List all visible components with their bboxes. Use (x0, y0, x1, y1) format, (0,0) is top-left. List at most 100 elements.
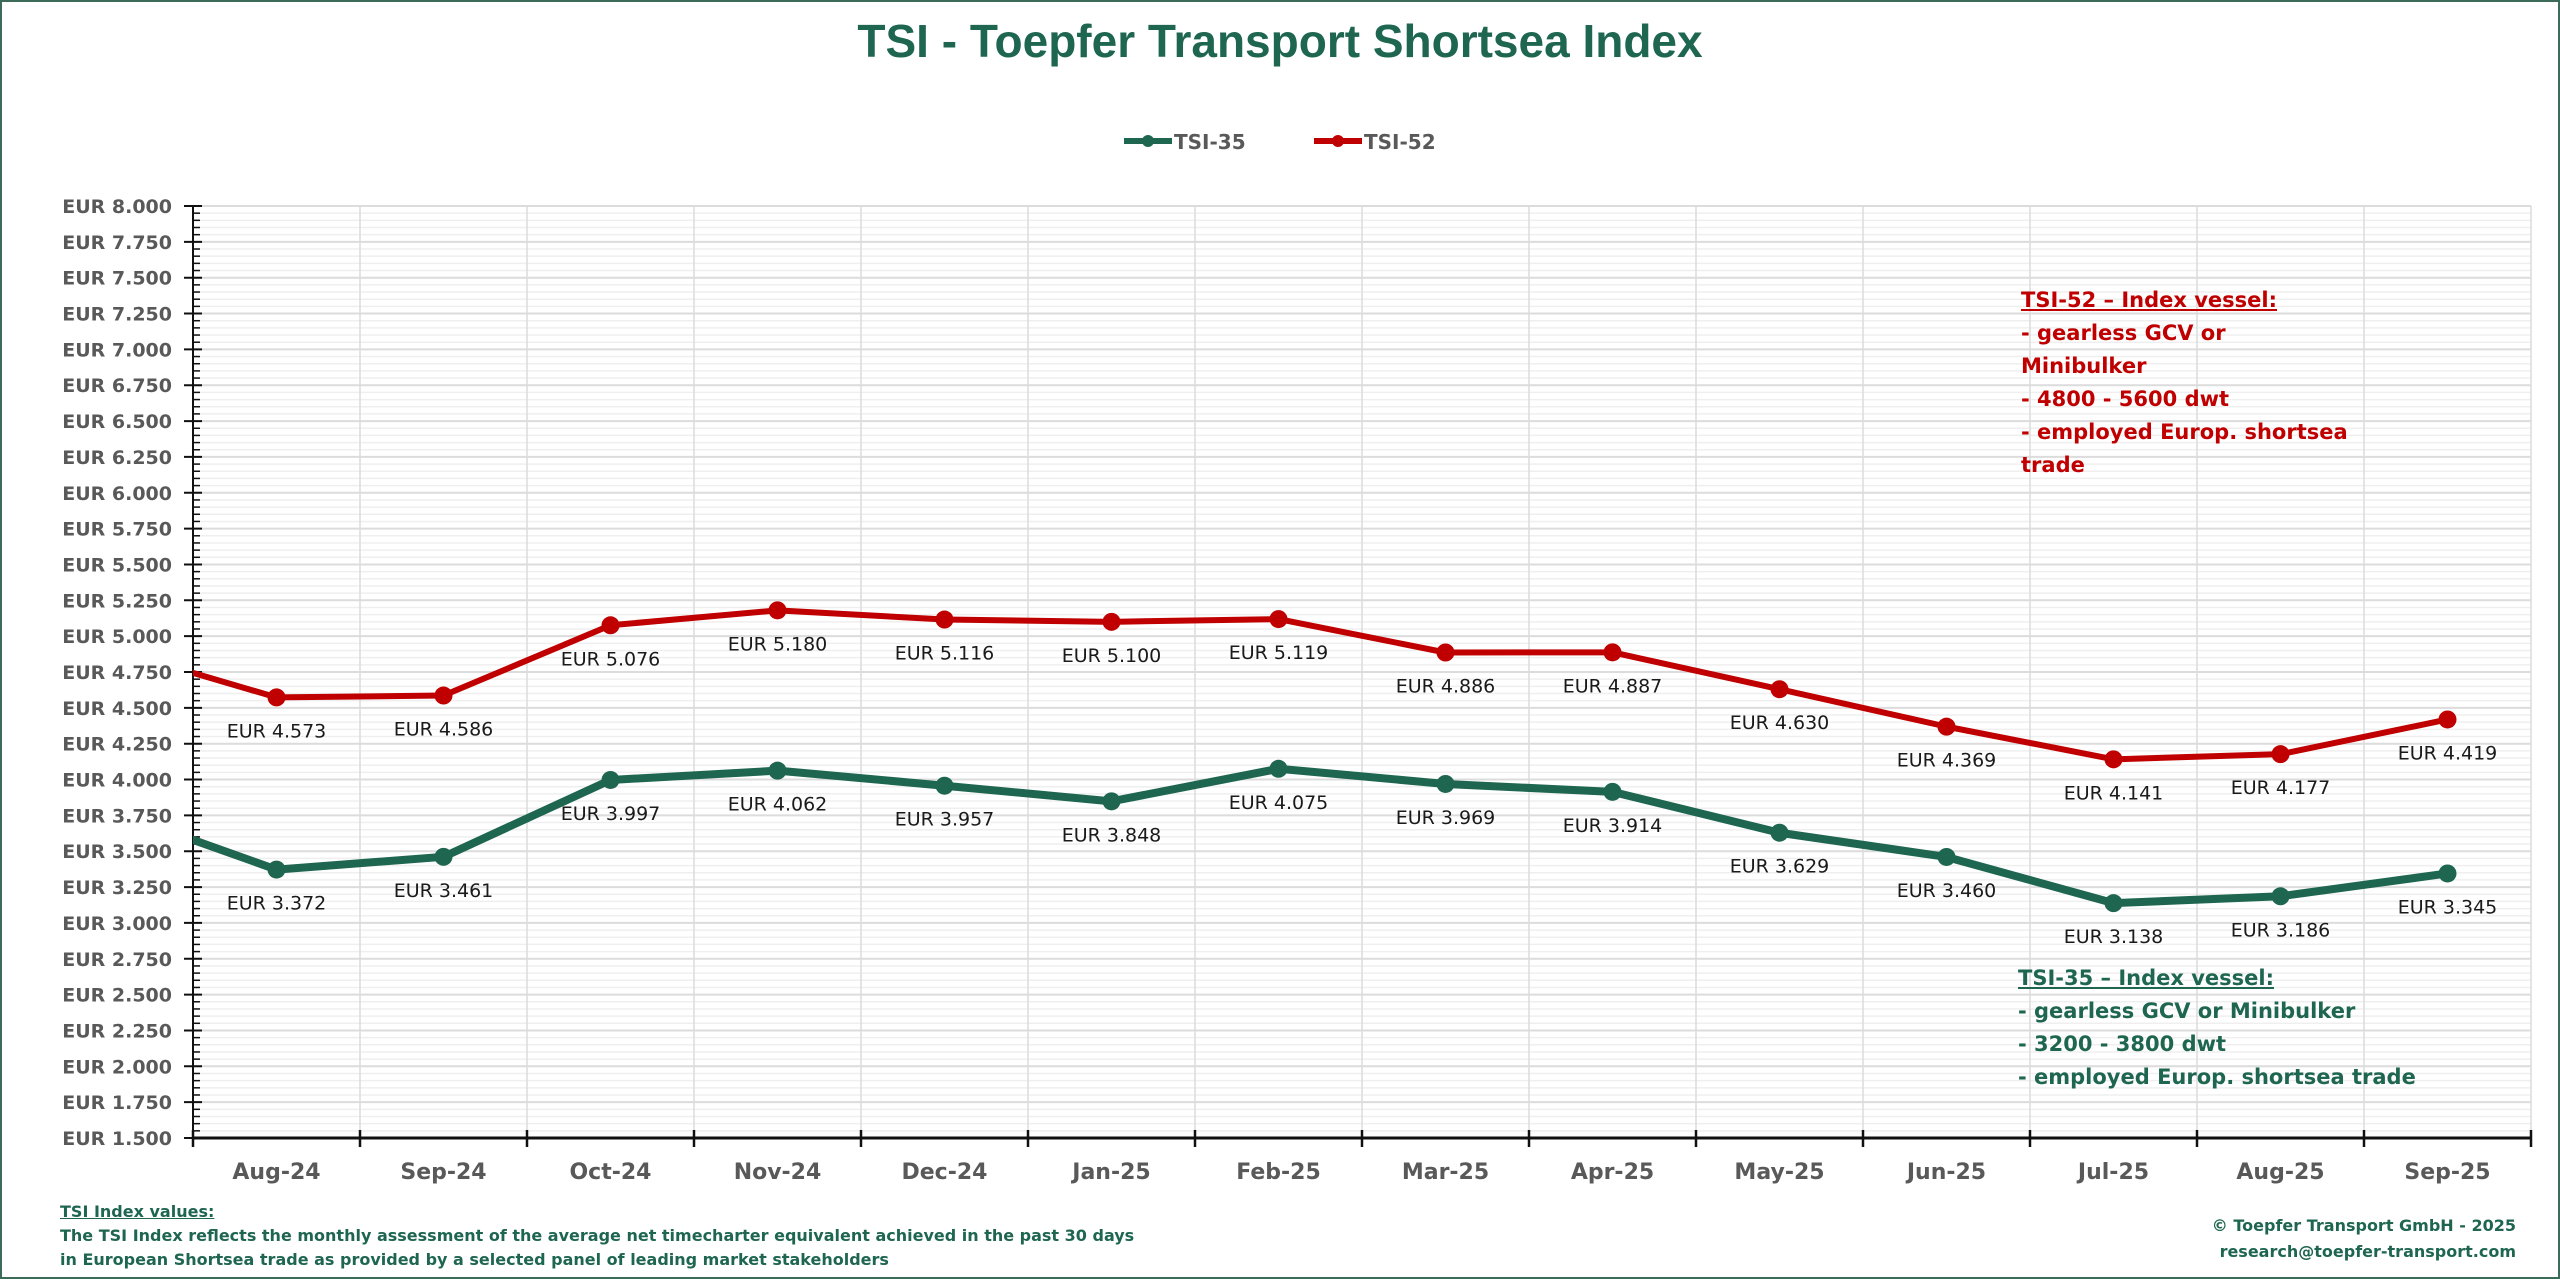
data-point-tsi35 (1603, 782, 1622, 801)
y-tick-label: EUR 1.500 (62, 1128, 172, 1150)
tsi35-annotation-line: - 3200 - 3800 dwt (2018, 1032, 2227, 1056)
y-tick-label: EUR 4.250 (62, 734, 172, 756)
y-tick-label: EUR 7.500 (62, 268, 172, 290)
data-point-tsi52 (1770, 680, 1789, 699)
data-label-tsi35: EUR 3.460 (1897, 880, 1997, 902)
data-point-tsi52 (1269, 610, 1288, 629)
data-point-tsi52 (1603, 643, 1622, 662)
tsi52-annotation-line: - employed Europ. shortsea trade (2021, 420, 2348, 477)
x-tick-label: Sep-24 (400, 1160, 486, 1185)
y-tick-label: EUR 4.750 (62, 662, 172, 684)
y-tick-label: EUR 5.500 (62, 554, 172, 576)
data-label-tsi52: EUR 5.100 (1062, 645, 1162, 667)
contact-email[interactable]: research@toepfer-transport.com (2219, 1242, 2516, 1261)
x-tick-label: Nov-24 (734, 1160, 822, 1185)
data-point-tsi52 (1937, 717, 1956, 736)
y-tick-label: EUR 6.750 (62, 375, 172, 397)
data-point-tsi52 (2271, 745, 2290, 764)
data-point-tsi52 (768, 601, 787, 620)
markers-layer (267, 601, 2457, 913)
data-label-tsi52: EUR 5.076 (561, 648, 661, 670)
y-tick-label: EUR 7.000 (62, 339, 172, 361)
data-label-tsi35: EUR 3.138 (2064, 926, 2164, 948)
y-tick-label: EUR 8.000 (62, 196, 172, 218)
data-point-tsi35 (2271, 887, 2290, 906)
x-tick-label: Jun-25 (1905, 1160, 1986, 1185)
data-point-tsi52 (1102, 612, 1121, 631)
y-tick-label: EUR 6.000 (62, 483, 172, 505)
data-label-tsi52: EUR 4.586 (394, 719, 494, 741)
data-label-tsi52: EUR 4.886 (1396, 675, 1496, 697)
y-tick-label: EUR 6.500 (62, 411, 172, 433)
legend-item-tsi52[interactable]: TSI-52 (1314, 130, 1436, 154)
data-label-tsi35: EUR 3.969 (1396, 807, 1496, 829)
legend-item-tsi35[interactable]: TSI-35 (1124, 130, 1246, 154)
y-tick-label: EUR 2.750 (62, 949, 172, 971)
data-label-tsi35: EUR 3.461 (394, 880, 494, 902)
y-tick-label: EUR 1.750 (62, 1092, 172, 1114)
data-label-tsi35: EUR 4.062 (728, 794, 828, 816)
data-point-tsi35 (1102, 792, 1121, 811)
footnote-line: in European Shortsea trade as provided b… (60, 1250, 889, 1269)
y-tick-label: EUR 5.000 (62, 626, 172, 648)
y-tick-label: EUR 7.750 (62, 232, 172, 254)
y-tick-label: EUR 3.500 (62, 841, 172, 863)
data-point-tsi52 (434, 686, 453, 705)
x-tick-label: Dec-24 (902, 1160, 988, 1185)
data-point-tsi35 (1770, 823, 1789, 842)
x-tick-label: Jul-25 (2076, 1160, 2149, 1185)
data-point-tsi52 (935, 610, 954, 629)
copyright: © Toepfer Transport GmbH - 2025 research… (2212, 1213, 2516, 1265)
data-label-tsi35: EUR 3.914 (1563, 815, 1663, 837)
x-tick-label: Mar-25 (1402, 1160, 1489, 1185)
y-tick-label: EUR 3.000 (62, 913, 172, 935)
axes: EUR 8.000 EUR 7.750 EUR 7.500 EUR 7.250 EUR … (62, 196, 2533, 1185)
y-tick-label: EUR 2.250 (62, 1020, 172, 1042)
copyright-text: © Toepfer Transport GmbH - 2025 (2211, 1216, 2516, 1235)
data-label-tsi35: EUR 3.629 (1730, 856, 1830, 878)
tsi52-annotation-heading: TSI-52 – Index vessel: (2021, 288, 2277, 312)
data-label-tsi52: EUR 4.369 (1897, 750, 1997, 772)
data-label-tsi35: EUR 3.848 (1062, 824, 1162, 846)
legend-marker-tsi35 (1142, 135, 1154, 147)
data-label-tsi35: EUR 3.957 (895, 809, 995, 831)
y-tick-label: EUR 2.500 (62, 985, 172, 1007)
data-point-tsi52 (2438, 710, 2457, 729)
y-tick-label: EUR 4.000 (62, 770, 172, 792)
data-point-tsi52 (2104, 750, 2123, 769)
tsi35-annotation-line: - employed Europ. shortsea trade (2018, 1065, 2416, 1089)
legend-marker-tsi52 (1332, 135, 1344, 147)
data-label-tsi35: EUR 3.345 (2398, 896, 2498, 918)
tsi52-annotation-line: - 4800 - 5600 dwt (2021, 387, 2230, 411)
x-tick-label: Feb-25 (1236, 1160, 1321, 1185)
footnote-line: The TSI Index reflects the monthly asses… (60, 1226, 1135, 1245)
data-point-tsi35 (1436, 774, 1455, 793)
x-tick-label: Apr-25 (1571, 1160, 1654, 1185)
y-tick-label: EUR 5.750 (62, 519, 172, 541)
data-label-tsi52: EUR 5.116 (895, 643, 995, 665)
y-tick-label: EUR 4.500 (62, 698, 172, 720)
data-label-tsi35: EUR 3.372 (227, 893, 327, 915)
data-point-tsi35 (1937, 847, 1956, 866)
data-label-tsi52: EUR 5.180 (728, 633, 828, 655)
data-point-tsi35 (2438, 864, 2457, 883)
y-tick-label: EUR 7.250 (62, 304, 172, 326)
tsi35-annotation: TSI-35 – Index vessel: - gearless GCV or… (2018, 962, 2538, 1094)
legend-label-tsi52: TSI-52 (1364, 130, 1436, 154)
data-label-tsi52: EUR 4.887 (1563, 675, 1663, 697)
data-point-tsi35 (601, 770, 620, 789)
tsi52-annotation: TSI-52 – Index vessel: - gearless GCV or… (2021, 284, 2351, 482)
x-tick-label: Sep-25 (2404, 1160, 2490, 1185)
x-tick-label: Jan-25 (1070, 1160, 1150, 1185)
tsi35-annotation-line: - gearless GCV or Minibulker (2018, 999, 2356, 1023)
x-tick-label: Aug-24 (232, 1160, 320, 1185)
y-tick-label: EUR 2.000 (62, 1056, 172, 1078)
data-point-tsi35 (434, 847, 453, 866)
data-point-tsi35 (2104, 894, 2123, 913)
legend: TSI-35 TSI-52 (1124, 130, 1436, 154)
data-labels: EUR 3.372 EUR 3.461 EUR 3.997 EUR 4.062 EUR … (227, 633, 2498, 948)
data-label-tsi52: EUR 4.573 (227, 720, 327, 742)
data-point-tsi52 (601, 616, 620, 635)
